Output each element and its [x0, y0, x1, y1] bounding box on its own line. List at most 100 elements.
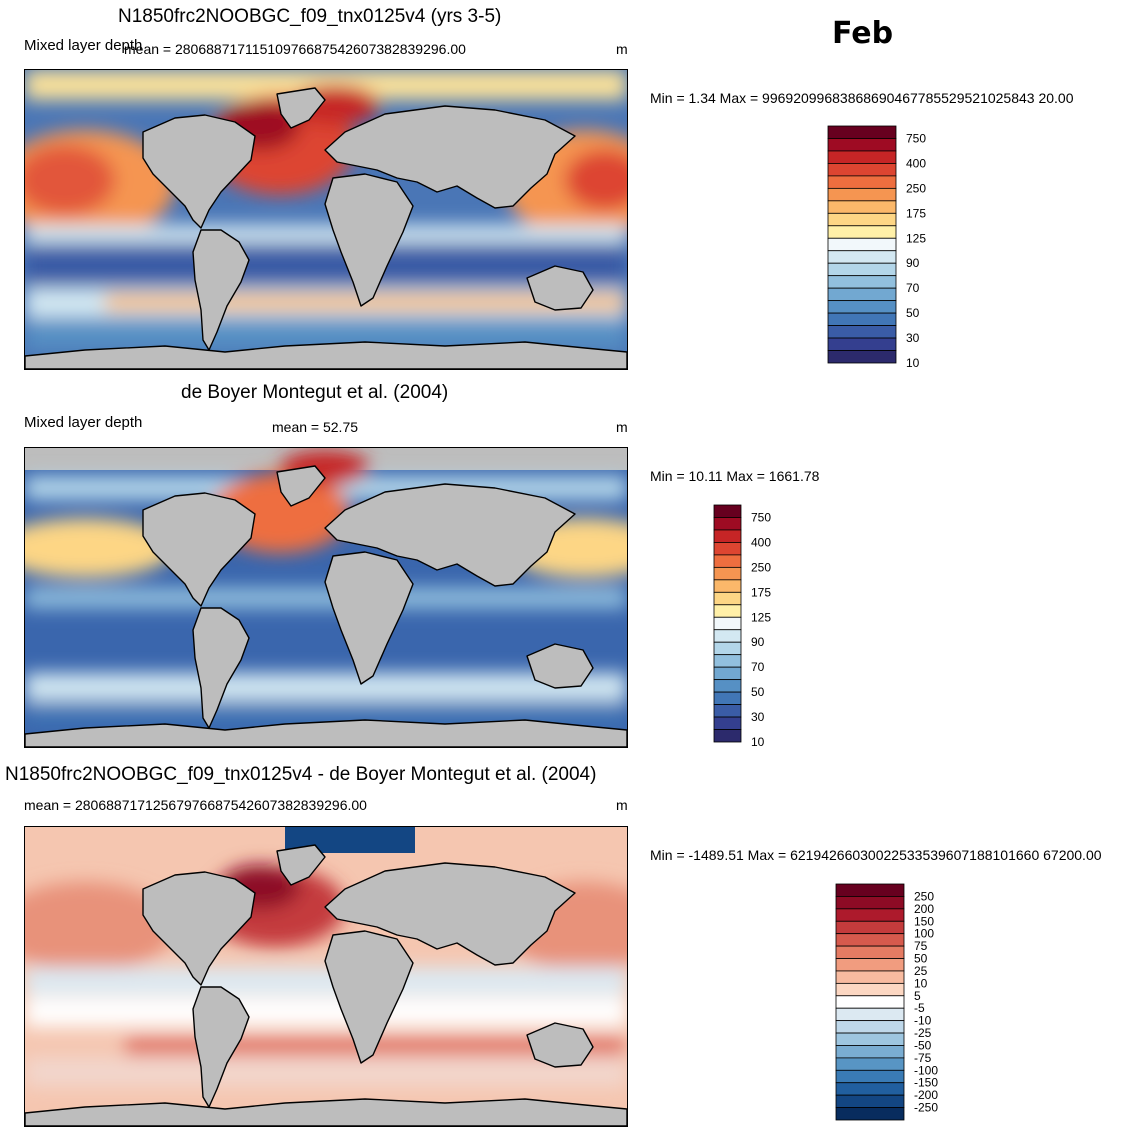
colorbar-tick-label: 75 [914, 939, 928, 953]
colorbar-swatch [827, 125, 897, 139]
colorbar-swatch [835, 1082, 905, 1096]
colorbar-tick-label: 30 [906, 331, 920, 345]
colorbar-swatch [713, 554, 742, 568]
panel2-colorbar-graphic: 750 400 250 175 125 90 70 50 30 10 [713, 504, 771, 749]
colorbar-swatch [827, 175, 897, 189]
colorbar-tick-label: -10 [914, 1014, 932, 1028]
colorbar-tick-label: 125 [751, 610, 771, 624]
panel1-mean-label: mean = 280688717115109766875426073828392… [124, 41, 466, 57]
panel3-mean-label: mean = 280688717125679766875426073828392… [24, 797, 367, 813]
colorbar-swatch [835, 1107, 905, 1121]
panel1-model-map [24, 69, 628, 370]
colorbar-swatch [827, 225, 897, 239]
colorbar-tick-label: 250 [906, 181, 926, 195]
colorbar-swatch [835, 970, 905, 984]
colorbar-tick-label: 50 [914, 952, 928, 966]
colorbar-swatch [835, 1057, 905, 1071]
colorbar-swatch [827, 200, 897, 214]
colorbar-tick-label: -250 [914, 1101, 938, 1115]
colorbar-tick-label: 175 [906, 206, 926, 220]
colorbar-swatch [835, 1020, 905, 1034]
colorbar-swatch [835, 945, 905, 959]
colorbar-tick-label: -75 [914, 1051, 932, 1065]
colorbar-swatch [713, 529, 742, 543]
colorbar-tick-label: 250 [751, 560, 771, 574]
colorbar-swatch [713, 716, 742, 730]
panel3-title: N1850frc2NOOBGC_f09_tnx0125v4 - de Boyer… [5, 764, 597, 785]
colorbar-tick-label: 10 [751, 735, 765, 749]
colorbar-swatch [713, 729, 742, 743]
colorbar-swatch [713, 579, 742, 593]
colorbar-tick-label: 90 [906, 256, 920, 270]
colorbar-tick-label: -25 [914, 1026, 932, 1040]
panel2-colorbar: 750 400 250 175 125 90 70 50 30 10 [713, 504, 834, 749]
colorbar-tick-label: -50 [914, 1038, 932, 1052]
colorbar-tick-label: -200 [914, 1088, 938, 1102]
panel3-colorbar-graphic: 250200150100755025105-5-10-25-50-75-100-… [835, 883, 938, 1121]
colorbar-swatch [835, 1045, 905, 1059]
colorbar-swatch [835, 896, 905, 910]
panel1-units: m [616, 41, 628, 57]
colorbar-swatch [835, 958, 905, 972]
colorbar-swatch [827, 312, 897, 326]
colorbar-swatch [827, 212, 897, 227]
panel2-mean-label: mean = 52.75 [272, 419, 359, 435]
colorbar-swatch [835, 933, 905, 947]
panel2-observed-map [24, 447, 628, 748]
colorbar-swatch [827, 275, 897, 289]
colorbar-swatch [713, 517, 742, 531]
colorbar-tick-label: -150 [914, 1076, 938, 1090]
colorbar-tick-label: 90 [751, 635, 765, 649]
colorbar-tick-label: 70 [751, 660, 765, 674]
colorbar-swatch [835, 883, 905, 897]
panel1-colorbar: 750 400 250 175 125 90 70 50 30 10 [827, 125, 948, 370]
colorbar-tick-label: 750 [751, 510, 771, 524]
colorbar-swatch [835, 908, 905, 922]
colorbar-tick-label: 30 [751, 710, 765, 724]
panel1-title: N1850frc2NOOBGC_f09_tnx0125v4 (yrs 3-5) [118, 6, 502, 27]
colorbar-swatch [827, 250, 897, 264]
colorbar-swatch [713, 654, 742, 668]
colorbar-swatch [713, 604, 742, 618]
colorbar-tick-label: 125 [906, 231, 926, 245]
colorbar-tick-label: 50 [751, 685, 765, 699]
colorbar-swatch [713, 591, 742, 606]
colorbar-swatch [713, 641, 742, 656]
colorbar-swatch [713, 504, 742, 518]
colorbar-swatch [827, 262, 897, 277]
panel1-colorbar-graphic: 750 400 250 175 125 90 70 50 30 10 [827, 125, 926, 370]
colorbar-swatch [827, 300, 897, 314]
colorbar-tick-label: 750 [906, 131, 926, 145]
panel2-minmax: Min = 10.11 Max = 1661.78 [650, 468, 820, 484]
panel3-difference-map [24, 826, 628, 1127]
colorbar-swatch [835, 995, 905, 1009]
colorbar-tick-label: 10 [906, 356, 920, 370]
colorbar-swatch [713, 566, 742, 581]
colorbar-swatch [713, 629, 742, 643]
colorbar-swatch [835, 1032, 905, 1046]
panel2-title: de Boyer Montegut et al. (2004) [181, 382, 449, 403]
colorbar-swatch [835, 1007, 905, 1022]
colorbar-tick-label: 10 [914, 976, 928, 990]
colorbar-swatch [713, 616, 742, 631]
colorbar-swatch [835, 1094, 905, 1108]
colorbar-swatch [835, 920, 905, 935]
colorbar-swatch [827, 237, 897, 252]
colorbar-swatch [835, 982, 905, 997]
panel2-variable-label: Mixed layer depth [24, 414, 143, 431]
colorbar-swatch [713, 704, 742, 718]
panel3-map-graphic [25, 827, 627, 1126]
colorbar-tick-label: -100 [914, 1063, 938, 1077]
panel1-minmax: Min = 1.34 Max = 99692099683868690467785… [650, 90, 1074, 106]
colorbar-swatch [827, 350, 897, 364]
colorbar-swatch [827, 287, 897, 302]
colorbar-tick-label: 5 [914, 989, 921, 1003]
colorbar-swatch [713, 691, 742, 705]
colorbar-swatch [827, 138, 897, 152]
month-label: Feb [832, 16, 894, 51]
colorbar-swatch [827, 163, 897, 177]
colorbar-swatch [713, 542, 742, 556]
colorbar-swatch [713, 666, 742, 681]
panel3-units: m [616, 797, 628, 813]
colorbar-tick-label: 250 [914, 889, 934, 903]
